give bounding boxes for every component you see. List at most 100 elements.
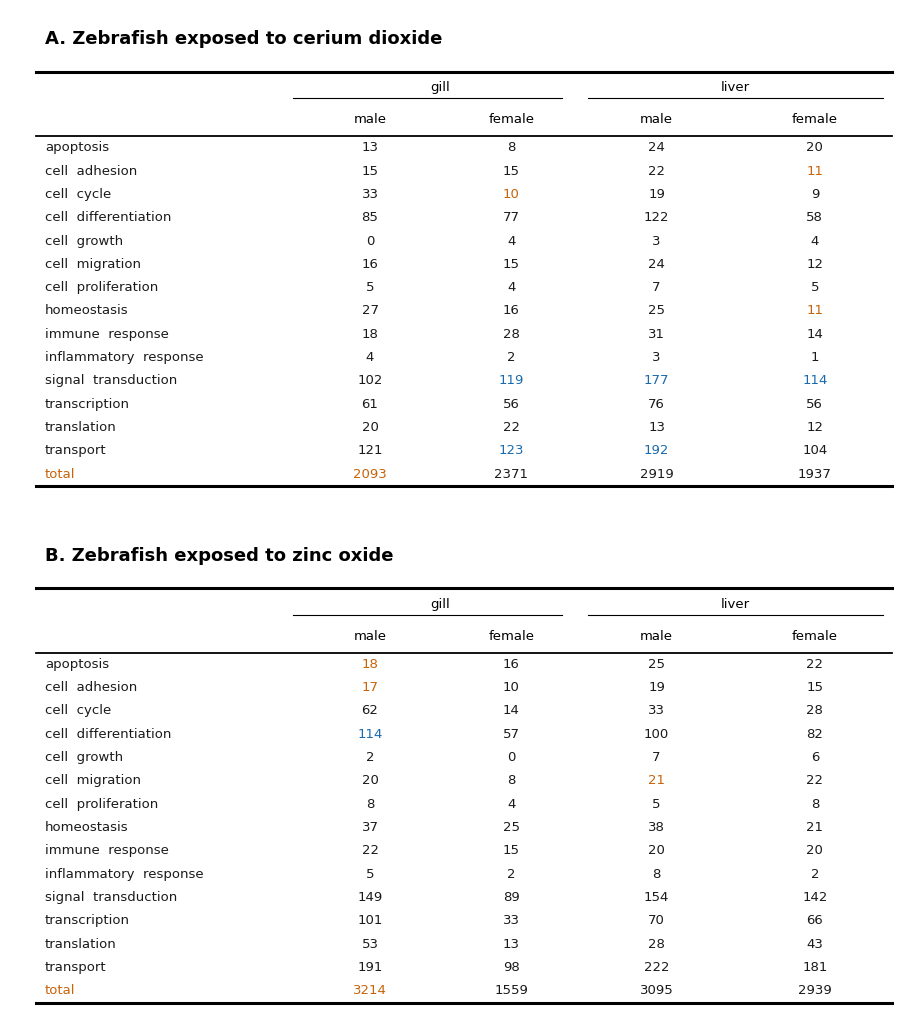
Text: cell  proliferation: cell proliferation (45, 281, 158, 295)
Text: B. Zebrafish exposed to zinc oxide: B. Zebrafish exposed to zinc oxide (45, 546, 393, 565)
Text: 192: 192 (644, 444, 669, 457)
Text: 37: 37 (361, 821, 379, 834)
Text: cell  cycle: cell cycle (45, 705, 111, 717)
Text: homeostasis: homeostasis (45, 305, 128, 317)
Text: cell  adhesion: cell adhesion (45, 165, 137, 178)
Text: 28: 28 (502, 327, 520, 341)
Text: homeostasis: homeostasis (45, 821, 128, 834)
Text: 12: 12 (806, 421, 824, 434)
Text: 24: 24 (648, 258, 665, 271)
Text: 85: 85 (361, 211, 379, 224)
Text: 8: 8 (366, 798, 374, 811)
Text: 56: 56 (806, 398, 824, 411)
Text: cell  proliferation: cell proliferation (45, 798, 158, 811)
Text: 4: 4 (811, 234, 819, 248)
Text: 3214: 3214 (353, 984, 387, 997)
Text: 4: 4 (366, 351, 374, 364)
Text: 70: 70 (648, 915, 665, 928)
Text: 8: 8 (507, 774, 515, 788)
Text: 119: 119 (499, 374, 524, 388)
Text: 24: 24 (648, 141, 665, 154)
Text: 154: 154 (644, 891, 669, 904)
Text: 3: 3 (652, 234, 661, 248)
Text: 1559: 1559 (494, 984, 528, 997)
Text: 8: 8 (652, 868, 661, 881)
Text: 10: 10 (502, 681, 520, 695)
Text: 2939: 2939 (798, 984, 832, 997)
Text: apoptosis: apoptosis (45, 141, 109, 154)
Text: apoptosis: apoptosis (45, 658, 109, 671)
Text: 2: 2 (507, 868, 515, 881)
Text: 0: 0 (366, 234, 374, 248)
Text: 58: 58 (806, 211, 824, 224)
Text: 20: 20 (806, 844, 824, 857)
Text: 17: 17 (361, 681, 379, 695)
Text: 3095: 3095 (640, 984, 673, 997)
Text: 43: 43 (806, 938, 824, 950)
Text: 33: 33 (361, 188, 379, 201)
Text: 19: 19 (648, 681, 665, 695)
Text: transcription: transcription (45, 398, 130, 411)
Text: 142: 142 (802, 891, 827, 904)
Text: cell  differentiation: cell differentiation (45, 727, 171, 741)
Text: 18: 18 (361, 327, 379, 341)
Text: 1937: 1937 (798, 468, 832, 481)
Text: 0: 0 (507, 751, 515, 764)
Text: 2: 2 (366, 751, 374, 764)
Text: female: female (792, 114, 838, 127)
Text: 28: 28 (648, 938, 665, 950)
Text: 14: 14 (806, 327, 824, 341)
Text: 22: 22 (648, 165, 665, 178)
Text: 25: 25 (648, 305, 665, 317)
Text: gill: gill (430, 597, 450, 611)
Text: 11: 11 (806, 165, 824, 178)
Text: 114: 114 (802, 374, 827, 388)
Text: 4: 4 (507, 234, 515, 248)
Text: 191: 191 (358, 961, 383, 974)
Text: immune  response: immune response (45, 327, 169, 341)
Text: 98: 98 (502, 961, 520, 974)
Text: 2: 2 (507, 351, 515, 364)
Text: male: male (640, 630, 673, 643)
Text: 5: 5 (366, 281, 374, 295)
Text: 102: 102 (358, 374, 383, 388)
Text: 16: 16 (361, 258, 379, 271)
Text: total: total (45, 984, 76, 997)
Text: 62: 62 (361, 705, 379, 717)
Text: 15: 15 (361, 165, 379, 178)
Text: 15: 15 (502, 258, 520, 271)
Text: male: male (353, 630, 387, 643)
Text: 8: 8 (811, 798, 819, 811)
Text: 33: 33 (502, 915, 520, 928)
Text: 18: 18 (361, 658, 379, 671)
Text: 66: 66 (806, 915, 824, 928)
Text: 2919: 2919 (640, 468, 673, 481)
Text: 122: 122 (643, 211, 670, 224)
Text: signal  transduction: signal transduction (45, 891, 177, 904)
Text: 222: 222 (643, 961, 670, 974)
Text: 181: 181 (802, 961, 827, 974)
Text: 15: 15 (806, 681, 824, 695)
Text: 8: 8 (507, 141, 515, 154)
Text: transport: transport (45, 444, 106, 457)
Text: 14: 14 (502, 705, 520, 717)
Text: signal  transduction: signal transduction (45, 374, 177, 388)
Text: 20: 20 (361, 421, 379, 434)
Text: liver: liver (721, 597, 750, 611)
Text: 123: 123 (499, 444, 524, 457)
Text: 6: 6 (811, 751, 819, 764)
Text: inflammatory  response: inflammatory response (45, 868, 204, 881)
Text: translation: translation (45, 421, 116, 434)
Text: A. Zebrafish exposed to cerium dioxide: A. Zebrafish exposed to cerium dioxide (45, 30, 442, 48)
Text: 25: 25 (502, 821, 520, 834)
Text: cell  migration: cell migration (45, 258, 141, 271)
Text: 149: 149 (358, 891, 382, 904)
Text: 12: 12 (806, 258, 824, 271)
Text: 20: 20 (806, 141, 824, 154)
Text: female: female (488, 630, 534, 643)
Text: liver: liver (721, 81, 750, 94)
Text: 5: 5 (366, 868, 374, 881)
Text: gill: gill (430, 81, 450, 94)
Text: 38: 38 (648, 821, 665, 834)
Text: 3: 3 (652, 351, 661, 364)
